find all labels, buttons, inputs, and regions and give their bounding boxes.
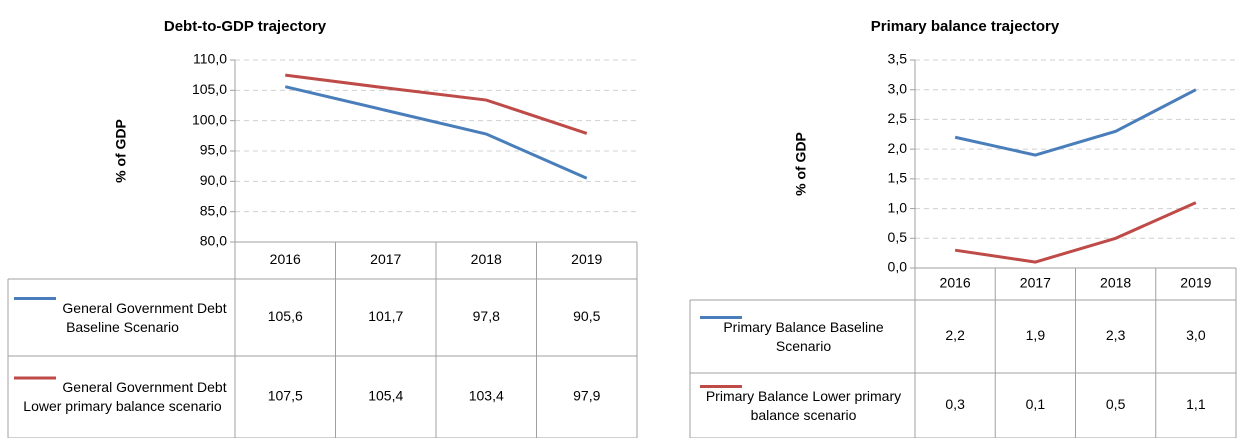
y-tick-label: 85,0	[200, 202, 227, 218]
legend-box: Primary Balance Lower primary balance sc…	[694, 375, 913, 436]
y-tick-label: 2,0	[888, 140, 908, 156]
value-label: 3,0	[1186, 327, 1206, 343]
legend-label: Primary Balance Lower primary balance sc…	[694, 387, 913, 425]
legend-cell: General Government Debt Baseline Scenari…	[12, 281, 233, 354]
y-tick-label: 1,5	[888, 170, 908, 186]
y-axis-label: % of GDP	[793, 132, 809, 196]
x-tick-label: 2016	[270, 251, 301, 267]
value-label: 105,4	[368, 388, 403, 404]
y-tick-label: 1,0	[888, 199, 908, 215]
legend-label: General Government Debt Lower primary ba…	[12, 378, 233, 416]
value-label: 97,9	[573, 388, 600, 404]
value-label: 0,1	[1026, 396, 1046, 412]
legend-label: Primary Balance Baseline Scenario	[694, 318, 913, 356]
data-line	[954, 88, 1197, 157]
legend-text: General Government Debt Baseline Scenari…	[62, 299, 227, 335]
value-label: 103,4	[469, 388, 504, 404]
legend-cell: General Government Debt Lower primary ba…	[12, 358, 233, 436]
y-tick-label: 100,0	[192, 111, 227, 127]
y-tick-label: 90,0	[200, 172, 227, 188]
x-tick-label: 2017	[1020, 275, 1051, 291]
y-tick-label: 80,0	[200, 233, 227, 249]
legend-cell: Primary Balance Lower primary balance sc…	[694, 375, 913, 436]
x-tick-label: 2018	[471, 251, 502, 267]
legend-box: Primary Balance Baseline Scenario	[694, 302, 913, 371]
x-tick-label: 2019	[571, 251, 602, 267]
data-line	[284, 85, 588, 180]
y-tick-label: 110,0	[193, 51, 227, 67]
value-label: 0,3	[945, 396, 965, 412]
chart-title: Debt-to-GDP trajectory	[164, 18, 327, 35]
legend-box: General Government Debt Lower primary ba…	[12, 358, 233, 436]
legend-text: Primary Balance Lower primary balance sc…	[705, 387, 902, 423]
y-tick-label: 95,0	[200, 142, 227, 158]
value-label: 2,2	[945, 327, 965, 343]
y-tick-label: 0,5	[888, 229, 908, 245]
value-label: 101,7	[368, 308, 403, 324]
y-tick-label: 105,0	[192, 81, 227, 97]
x-tick-label: 2019	[1180, 275, 1211, 291]
data-line	[285, 73, 588, 135]
legend-box: General Government Debt Baseline Scenari…	[12, 281, 233, 354]
y-tick-label: 0,0	[888, 259, 908, 275]
legend-text: Primary Balance Baseline Scenario	[723, 318, 884, 354]
y-tick-label: 3,0	[888, 80, 908, 96]
y-axis-label: % of GDP	[113, 119, 129, 183]
value-label: 2,3	[1106, 327, 1126, 343]
value-label: 0,5	[1106, 396, 1126, 412]
legend-cell: Primary Balance Baseline Scenario	[694, 302, 913, 371]
legend-label: General Government Debt Baseline Scenari…	[12, 299, 233, 337]
chart-title: Primary balance trajectory	[871, 18, 1060, 35]
x-tick-label: 2017	[370, 251, 401, 267]
value-label: 97,8	[473, 308, 500, 324]
value-label: 90,5	[573, 308, 600, 324]
value-label: 1,1	[1186, 396, 1206, 412]
y-tick-label: 2,5	[888, 110, 908, 126]
value-label: 1,9	[1026, 327, 1046, 343]
x-tick-label: 2016	[940, 275, 971, 291]
data-line	[954, 201, 1197, 264]
value-label: 105,6	[268, 308, 303, 324]
x-tick-label: 2018	[1100, 275, 1131, 291]
y-tick-label: 3,5	[888, 51, 908, 67]
value-label: 107,5	[268, 388, 303, 404]
legend-text: General Government Debt Lower primary ba…	[23, 379, 227, 414]
